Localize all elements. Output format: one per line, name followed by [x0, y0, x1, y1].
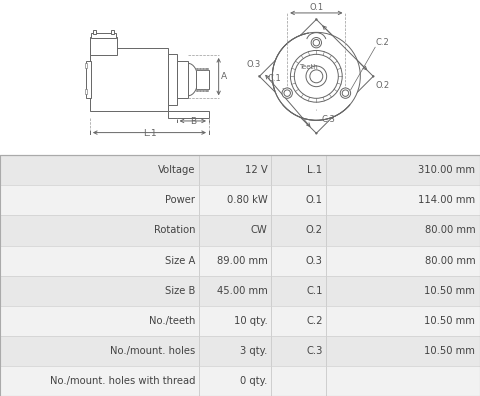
Text: 45.00 mm: 45.00 mm	[216, 286, 267, 296]
Bar	[85, 63, 87, 68]
Text: L.1: L.1	[307, 165, 323, 175]
Text: O.2: O.2	[306, 225, 323, 236]
Circle shape	[342, 90, 348, 96]
Text: O.1: O.1	[309, 3, 324, 12]
Bar	[207, 68, 208, 70]
Circle shape	[294, 54, 338, 98]
Bar	[206, 68, 207, 70]
Text: 310.00 mm: 310.00 mm	[418, 165, 475, 175]
Text: No./mount. holes with thread: No./mount. holes with thread	[50, 376, 195, 386]
Text: 89.00 mm: 89.00 mm	[216, 255, 267, 266]
Text: C.1: C.1	[306, 286, 323, 296]
Bar	[202, 68, 203, 70]
Bar	[85, 89, 87, 94]
Text: 10.50 mm: 10.50 mm	[424, 316, 475, 326]
Text: 80.00 mm: 80.00 mm	[425, 255, 475, 266]
Bar	[202, 89, 203, 91]
Text: Voltage: Voltage	[158, 165, 195, 175]
Bar	[203, 68, 204, 70]
Text: 0.80 kW: 0.80 kW	[227, 195, 267, 206]
Polygon shape	[259, 19, 373, 133]
Text: 12 V: 12 V	[245, 165, 267, 175]
Text: Size B: Size B	[165, 286, 195, 296]
Bar	[168, 54, 177, 105]
Bar	[200, 89, 201, 91]
Bar	[197, 68, 198, 70]
Bar	[207, 89, 208, 91]
Text: 10.50 mm: 10.50 mm	[424, 286, 475, 296]
Bar	[200, 68, 201, 70]
Circle shape	[284, 90, 290, 96]
Circle shape	[282, 88, 292, 98]
Bar	[91, 33, 116, 38]
Bar	[206, 89, 207, 91]
Text: Power: Power	[165, 195, 195, 206]
Text: CW: CW	[251, 225, 267, 236]
Text: 0 qty.: 0 qty.	[240, 376, 267, 386]
Text: A: A	[221, 72, 227, 81]
Bar	[199, 68, 200, 70]
Bar	[199, 89, 200, 91]
Text: B: B	[190, 117, 196, 126]
Circle shape	[311, 38, 322, 48]
Text: Teeth: Teeth	[299, 64, 318, 70]
Bar	[177, 61, 188, 98]
Circle shape	[272, 32, 360, 120]
Bar	[197, 89, 198, 91]
Bar	[196, 89, 197, 91]
Text: C.3: C.3	[316, 110, 336, 124]
Bar	[196, 70, 209, 89]
Text: O.3: O.3	[246, 60, 261, 69]
Text: C.1: C.1	[268, 74, 285, 91]
Bar	[168, 110, 209, 118]
Text: C.2: C.2	[306, 316, 323, 326]
Bar	[90, 37, 117, 55]
Text: O.3: O.3	[306, 255, 323, 266]
Text: C.2: C.2	[376, 38, 390, 47]
Circle shape	[258, 75, 260, 77]
Circle shape	[310, 70, 323, 83]
Text: L.1: L.1	[143, 129, 156, 138]
Text: 10.50 mm: 10.50 mm	[424, 346, 475, 356]
Text: No./teeth: No./teeth	[149, 316, 195, 326]
Bar	[93, 30, 96, 34]
Circle shape	[315, 19, 317, 20]
Circle shape	[372, 75, 374, 77]
Circle shape	[340, 88, 350, 98]
Bar	[86, 61, 91, 98]
Circle shape	[306, 66, 327, 87]
Text: O.2: O.2	[376, 81, 390, 90]
Text: 10 qty.: 10 qty.	[234, 316, 267, 326]
Text: 80.00 mm: 80.00 mm	[425, 225, 475, 236]
Circle shape	[313, 40, 320, 46]
Text: No./mount. holes: No./mount. holes	[110, 346, 195, 356]
Bar	[196, 68, 197, 70]
Circle shape	[290, 50, 342, 102]
Bar	[203, 89, 204, 91]
Bar	[204, 68, 205, 70]
Text: 3 qty.: 3 qty.	[240, 346, 267, 356]
Text: Rotation: Rotation	[154, 225, 195, 236]
Text: Size A: Size A	[165, 255, 195, 266]
Bar	[90, 48, 168, 111]
Circle shape	[315, 132, 317, 134]
Bar	[110, 30, 114, 34]
Text: O.1: O.1	[306, 195, 323, 206]
Text: C.3: C.3	[306, 346, 323, 356]
Text: 114.00 mm: 114.00 mm	[418, 195, 475, 206]
Bar	[204, 89, 205, 91]
